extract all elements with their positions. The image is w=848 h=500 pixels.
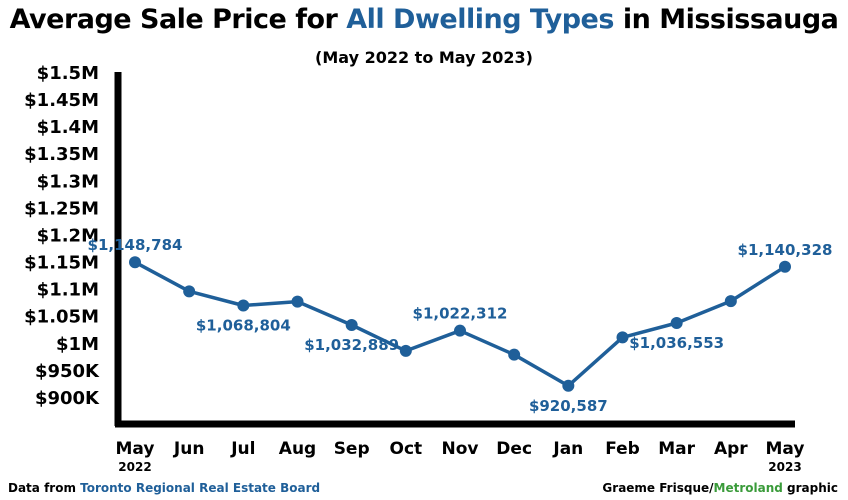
x-tick-label: Aug	[279, 439, 316, 459]
x-tick-year: 2022	[118, 460, 151, 474]
y-tick-label: $1.35M	[24, 144, 99, 165]
chart-title: Average Sale Price for All Dwelling Type…	[0, 4, 848, 35]
y-tick-label: $1.45M	[24, 90, 99, 111]
data-point	[616, 331, 629, 344]
graphic-credit: Graeme Frisque/Metroland graphic	[602, 481, 838, 495]
y-tick-label: $1.4M	[37, 117, 99, 138]
data-source-credit: Data from Toronto Regional Real Estate B…	[8, 481, 320, 495]
x-tick-label: Mar	[658, 439, 695, 459]
data-point	[454, 324, 466, 337]
y-tick-label: $1.05M	[24, 307, 99, 328]
data-label: $1,140,328	[738, 241, 833, 259]
data-point	[724, 295, 737, 308]
x-tick-label: Oct	[390, 439, 423, 459]
data-point	[345, 318, 358, 331]
data-point	[562, 379, 575, 392]
x-tick-label: Sep	[334, 439, 370, 459]
chart-subtitle: (May 2022 to May 2023)	[315, 48, 533, 67]
data-label: $1,032,889	[304, 336, 399, 354]
chart-title-suffix: in Mississauga	[613, 4, 839, 35]
x-tick-label: May	[766, 439, 805, 459]
x-tick-label: May	[116, 439, 155, 459]
data-label: $1,022,312	[413, 305, 508, 323]
y-tick-label: $900K	[35, 388, 100, 409]
data-point	[779, 260, 791, 273]
y-tick-label: $950K	[35, 361, 100, 382]
y-tick-label: $1.1M	[37, 280, 99, 301]
y-tick-label: $1.2M	[37, 225, 99, 246]
y-tick-label: $1.3M	[37, 171, 99, 192]
x-tick-year: 2023	[768, 460, 801, 474]
chart-title-prefix: Average Sale Price for	[9, 4, 347, 35]
x-tick-label: Jun	[173, 439, 205, 459]
data-point	[291, 295, 304, 308]
y-tick-label: $1.25M	[24, 198, 99, 219]
data-source-prefix: Data from	[8, 481, 81, 495]
y-tick-label: $1M	[56, 334, 99, 355]
data-label: $1,036,553	[629, 334, 724, 352]
graphic-credit-brand: Metroland	[713, 481, 783, 495]
data-source-name: Toronto Regional Real Estate Board	[80, 481, 321, 495]
x-tick-label: Jan	[552, 439, 583, 459]
x-tick-label: Jul	[230, 439, 255, 459]
chart-title-highlight: All Dwelling Types	[346, 4, 614, 35]
data-point	[183, 285, 196, 298]
data-point	[237, 299, 250, 312]
y-tick-label: $1.15M	[24, 253, 99, 274]
x-tick-label: Feb	[605, 439, 640, 459]
data-point	[508, 348, 521, 361]
y-tick-label: $1.5M	[37, 63, 99, 84]
data-label: $1,068,804	[196, 317, 291, 335]
data-label: $920,587	[529, 397, 608, 415]
x-tick-label: Apr	[714, 439, 748, 459]
x-tick-label: Nov	[442, 439, 479, 459]
data-label: $1,148,784	[88, 236, 183, 254]
x-tick-label: Dec	[496, 439, 532, 459]
graphic-credit-suffix: graphic	[782, 481, 838, 495]
data-point	[129, 256, 141, 269]
graphic-credit-name: Graeme Frisque/	[602, 481, 714, 495]
data-point	[399, 344, 412, 357]
data-point	[670, 316, 683, 329]
